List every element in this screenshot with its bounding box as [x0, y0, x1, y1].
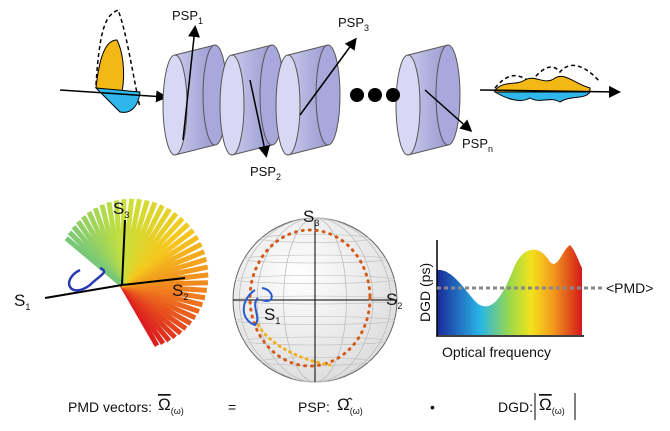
psp-label: PSP2 — [250, 164, 281, 182]
ellipsis-dot — [386, 88, 400, 102]
poincare-sphere: S3 S1 S2 — [233, 207, 402, 382]
psp-label: PSP1 — [172, 8, 203, 26]
psp-symbol: Ω̂(ω) — [337, 395, 363, 416]
waveplate-face — [396, 55, 420, 155]
axis-label: S1 — [14, 291, 30, 312]
output-pulse-y — [495, 92, 590, 102]
pmd-label: PMD vectors: — [68, 399, 152, 415]
input-pulse-y — [96, 88, 140, 112]
psp-label: PSPn — [462, 136, 493, 154]
diagram: PSP1 PSP2 PSP3 PSPn S3 S1 S2 S3 S1 S2 <P… — [0, 0, 670, 431]
waveplate-face — [316, 45, 340, 145]
pmd-vector-fan — [66, 199, 208, 346]
y-axis-label: DGD (ps) — [417, 263, 433, 322]
output-pulse-x — [495, 76, 590, 92]
dgd-symbol: Ω(ω) — [539, 395, 565, 416]
axis-label: S3 — [113, 199, 129, 220]
axis-label: S2 — [386, 290, 402, 311]
pulse-propagation: PSP1 PSP2 PSP3 PSPn — [60, 8, 618, 182]
waveplate-face — [220, 55, 244, 155]
axis-label: S3 — [303, 207, 319, 228]
x-axis-label: Optical frequency — [442, 344, 551, 360]
mean-label: <PMD> — [606, 280, 653, 296]
waveplate-face — [276, 55, 300, 155]
dgd-plot: <PMD> DGD (ps) Optical frequency — [417, 240, 653, 360]
equation: PMD vectors: Ω(ω) = PSP: Ω̂(ω) • DGD: Ω(… — [68, 393, 575, 420]
psp-label: PSP3 — [338, 15, 369, 33]
pmd-symbol: Ω(ω) — [158, 395, 184, 416]
waveplate-face — [436, 45, 460, 145]
ellipsis-dot — [368, 88, 382, 102]
dot: • — [430, 399, 435, 415]
dgd-label: DGD: — [498, 399, 533, 415]
psp-label: PSP: — [298, 399, 330, 415]
equals: = — [228, 399, 236, 415]
dgd-spectrum — [437, 245, 582, 335]
ellipsis-dot — [350, 88, 364, 102]
